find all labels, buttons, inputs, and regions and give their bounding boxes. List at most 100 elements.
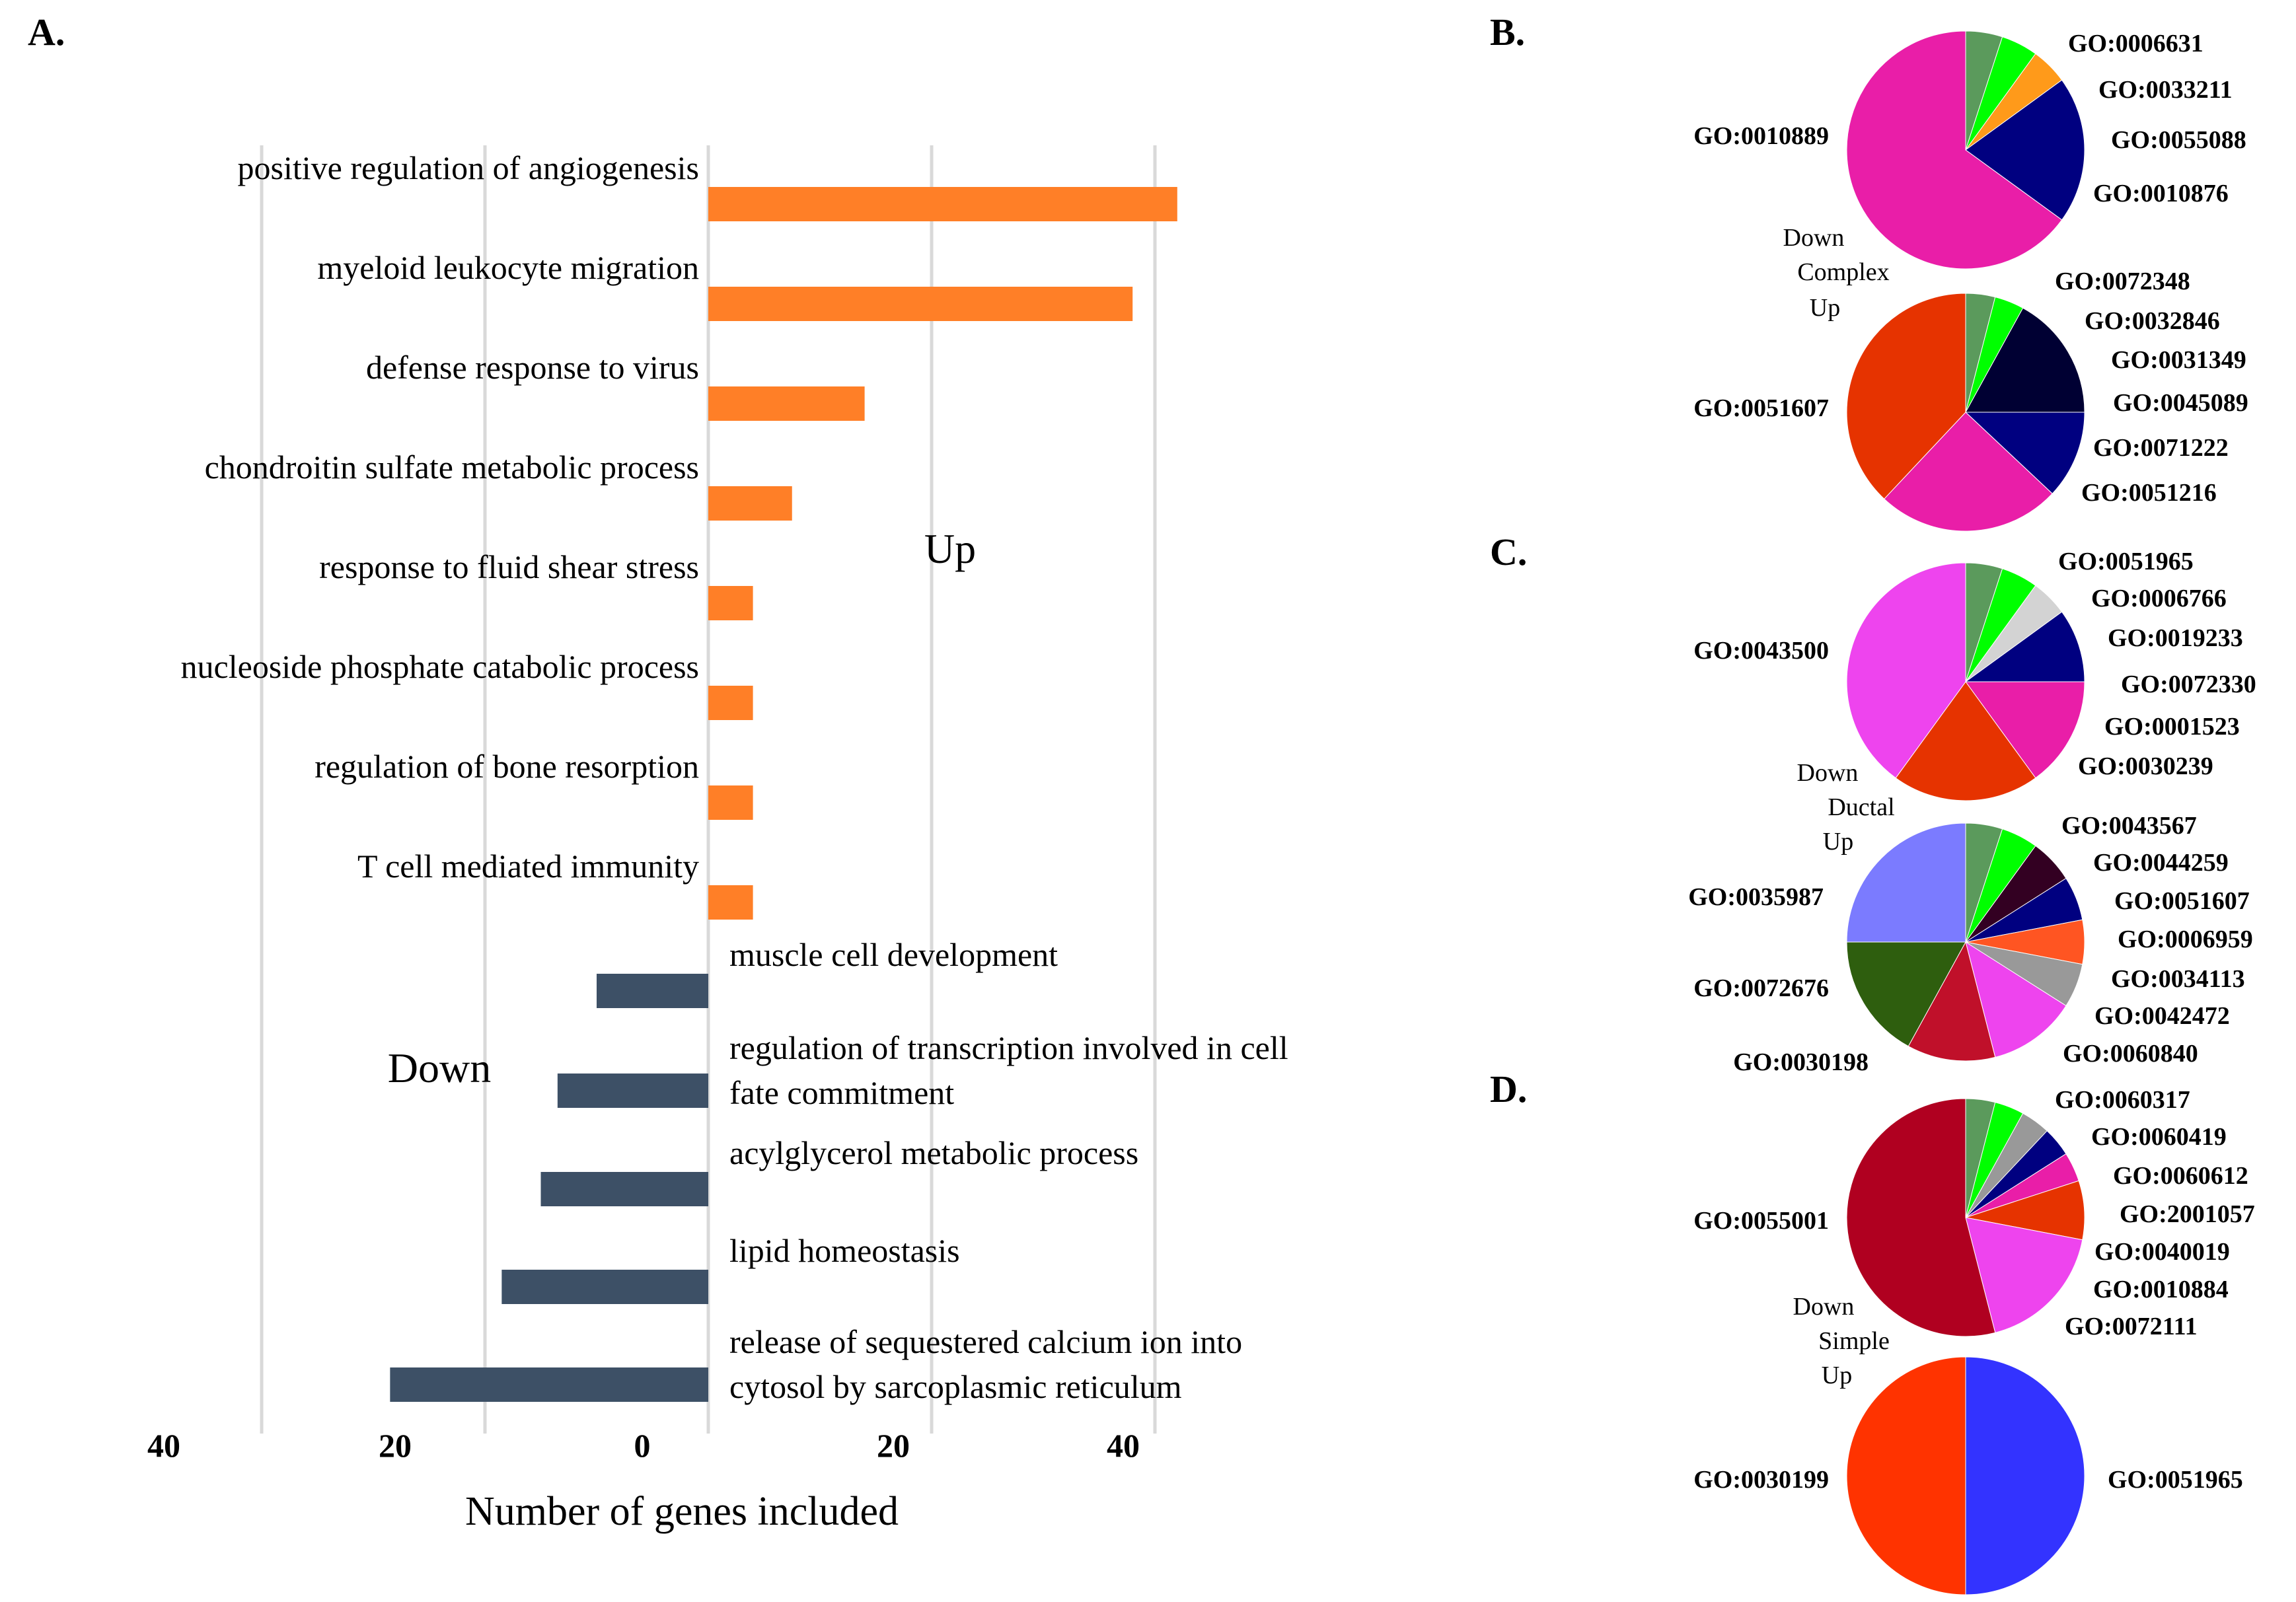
- bar-up: [708, 486, 792, 521]
- slice-label: GO:0051607: [2114, 887, 2250, 915]
- tick-label: 20: [379, 1427, 412, 1464]
- category-label: release of sequestered calcium ion into: [729, 1323, 1242, 1360]
- slice-label: GO:0001523: [2104, 713, 2240, 741]
- panel-letter-a: A.: [28, 11, 65, 54]
- pie-panel-ductal: C. GO:0051965 GO:0006766 GO:0019233 GO:0072…: [1490, 530, 2256, 1076]
- pie-slice: [1965, 941, 2067, 1058]
- bar-down: [540, 1172, 708, 1206]
- bar-up: [708, 686, 753, 720]
- pie-slice: [1965, 1356, 2085, 1595]
- category-label: regulation of transcription involved in …: [729, 1029, 1288, 1066]
- slice-label: GO:0072330: [2121, 671, 2256, 698]
- panel-letter-b: B.: [1490, 11, 1525, 54]
- category-label: nucleoside phosphate catabolic process: [181, 648, 699, 685]
- slice-label: GO:0051965: [2108, 1466, 2243, 1494]
- bar-up: [708, 785, 753, 820]
- category-label: lipid homeostasis: [729, 1232, 960, 1269]
- middle-label-up: Up: [1823, 828, 1853, 856]
- pie-slice: [1895, 681, 2036, 801]
- slice-label: GO:0051965: [2058, 548, 2194, 575]
- bar-up: [708, 287, 1133, 321]
- pie-panel-complex: B. GO:0006631 GO:0033211 GO:0055088 GO:0010…: [1490, 11, 2248, 532]
- slice-label: GO:0034113: [2111, 965, 2245, 993]
- bar-down: [501, 1270, 708, 1304]
- slice-label: GO:0019233: [2108, 624, 2243, 652]
- pie-slice: [1965, 681, 2085, 779]
- pie-complex-up: GO:0072348 GO:0032846 GO:0031349 GO:0045089…: [1693, 268, 2248, 532]
- slice-label: GO:0032846: [2085, 307, 2220, 335]
- pie-slice: [1965, 307, 2085, 413]
- tick-label: 40: [147, 1427, 180, 1464]
- bar-down: [597, 974, 708, 1008]
- category-label: positive regulation of angiogenesis: [238, 149, 699, 186]
- slice-label: GO:0043500: [1693, 637, 1829, 665]
- slice-label: GO:0045089: [2113, 389, 2248, 417]
- slice-label: GO:0071222: [2093, 434, 2229, 462]
- pie-ductal-down: GO:0051965 GO:0006766 GO:0019233 GO:0072330…: [1693, 548, 2256, 801]
- slice-label: GO:0051607: [1693, 394, 1829, 422]
- pie-slice: [1965, 79, 2085, 221]
- slice-label: GO:0006959: [2118, 926, 2253, 953]
- x-axis-title: Number of genes included: [465, 1489, 899, 1534]
- middle-label-up: Up: [1822, 1362, 1852, 1389]
- up-label: Up: [924, 525, 976, 572]
- middle-label-group: Simple: [1818, 1327, 1890, 1355]
- bar-down: [557, 1074, 708, 1108]
- bar-up: [708, 586, 753, 620]
- tick-label: 20: [877, 1427, 910, 1464]
- slice-label: GO:0006631: [2068, 30, 2203, 57]
- pie-slice: [1846, 1098, 1996, 1337]
- slice-label: GO:0060419: [2091, 1123, 2227, 1151]
- slice-label: GO:0030199: [1693, 1466, 1829, 1494]
- up-bars: positive regulation of angiogenesis myelo…: [181, 149, 1177, 920]
- category-label: defense response to virus: [366, 349, 699, 386]
- category-label: fate commitment: [729, 1074, 954, 1111]
- slice-label: GO:0010889: [1693, 122, 1829, 150]
- pie-slice: [1964, 611, 2085, 682]
- category-label: regulation of bone resorption: [315, 748, 699, 785]
- panel-letter-d: D.: [1490, 1068, 1527, 1110]
- bar-down: [390, 1367, 708, 1402]
- middle-label-group: Complex: [1797, 258, 1889, 286]
- category-label: T cell mediated immunity: [357, 848, 699, 885]
- slice-label: GO:0030239: [2078, 752, 2213, 780]
- pie-slice: [1965, 1217, 2083, 1333]
- slice-label: GO:0030198: [1733, 1048, 1869, 1076]
- bar-up: [708, 386, 865, 421]
- pie-slice: [1884, 412, 2053, 532]
- x-axis-ticks: 40 20 0 20 40: [147, 1427, 1140, 1464]
- pie-slice: [1907, 941, 1996, 1062]
- slice-label: GO:0072676: [1693, 974, 1829, 1002]
- middle-label-down: Down: [1783, 224, 1845, 252]
- middle-label-down: Down: [1797, 759, 1859, 787]
- slice-label: GO:0040019: [2094, 1238, 2230, 1266]
- down-label: Down: [388, 1044, 491, 1091]
- slice-label: GO:2001057: [2120, 1200, 2255, 1228]
- middle-label-up: Up: [1810, 294, 1840, 322]
- pie-slice: [1965, 1180, 2085, 1241]
- slice-label: GO:0043567: [2061, 812, 2197, 840]
- slice-label: GO:0055001: [1693, 1207, 1829, 1235]
- panel-letter-c: C.: [1490, 530, 1527, 573]
- slice-label: GO:0060612: [2113, 1162, 2248, 1190]
- slice-label: GO:0035987: [1688, 883, 1824, 911]
- pie-ductal-up: GO:0043567 GO:0044259 GO:0051607 GO:0006959…: [1688, 812, 2253, 1076]
- slice-label: GO:0072348: [2055, 268, 2190, 295]
- category-label: acylglycerol metabolic process: [729, 1134, 1138, 1171]
- pie-slice: [1846, 30, 2063, 270]
- slice-label: GO:0060840: [2063, 1040, 2198, 1068]
- slice-label: GO:0010876: [2093, 180, 2229, 207]
- pie-slice: [1846, 293, 1966, 499]
- bar-up: [708, 187, 1177, 221]
- slice-label: GO:0042472: [2094, 1002, 2230, 1030]
- pie-slice: [1846, 941, 1966, 1047]
- middle-label-down: Down: [1793, 1293, 1855, 1321]
- pie-slice: [1846, 562, 1966, 779]
- middle-label-group: Ductal: [1828, 793, 1894, 821]
- pie-slice: [1846, 1356, 1966, 1595]
- pie-simple-up: GO:0051965 GO:0030199: [1693, 1356, 2243, 1595]
- pie-panel-simple: D. GO:0060317 GO:0060419 GO:0060612 GO:2001…: [1490, 1068, 2255, 1595]
- pie-slice: [1964, 412, 2085, 494]
- slice-label: GO:0006766: [2091, 585, 2227, 612]
- slice-label: GO:0060317: [2055, 1086, 2190, 1114]
